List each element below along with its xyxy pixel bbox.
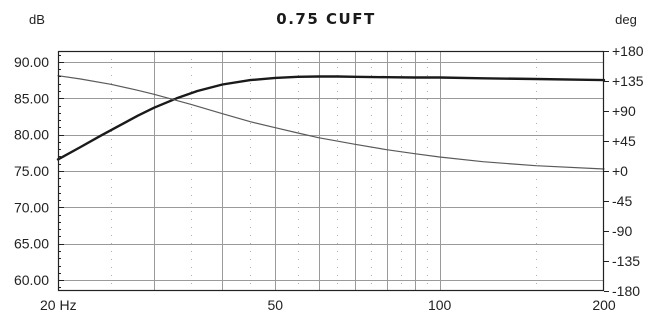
left-tick-label: 80.00 — [14, 127, 49, 143]
series-spl-line — [56, 75, 606, 161]
left-tick-label: 75.00 — [14, 163, 49, 179]
x-tick-label: 20 Hz — [40, 297, 77, 313]
right-tick-label: +180 — [612, 43, 644, 59]
x-tick-label: 200 — [592, 297, 616, 313]
right-axis: +180 +135 +90 +45 +0 -45 -90 -135 -180 — [604, 43, 644, 299]
right-tick-label: +135 — [612, 73, 644, 89]
right-tick-label: +0 — [612, 163, 628, 179]
right-tick-label: -180 — [612, 283, 640, 299]
left-tick-label: 70.00 — [14, 199, 49, 215]
chart-title: 0.75 CUFT — [276, 10, 375, 28]
x-axis: 20 Hz 50 100 200 — [40, 297, 616, 313]
right-tick-label: -45 — [612, 193, 632, 209]
series-group — [56, 75, 606, 170]
left-axis-unit-label: dB — [29, 12, 45, 27]
right-tick-label: +90 — [612, 103, 636, 119]
right-axis-unit-label: deg — [615, 12, 637, 27]
series-phase-line — [57, 75, 605, 170]
left-tick-label: 65.00 — [14, 236, 49, 252]
right-tick-label: -90 — [612, 223, 632, 239]
x-tick-label: 100 — [428, 297, 452, 313]
left-tick-label: 85.00 — [14, 90, 49, 106]
grid — [58, 51, 604, 291]
left-tick-label: 90.00 — [14, 54, 49, 70]
right-tick-label: +45 — [612, 133, 636, 149]
left-tick-label: 60.00 — [14, 272, 49, 288]
x-tick-label: 50 — [267, 297, 283, 313]
left-axis: 60.00 65.00 70.00 75.00 80.00 85.00 90.00 — [14, 54, 64, 288]
right-tick-label: -135 — [612, 253, 640, 269]
